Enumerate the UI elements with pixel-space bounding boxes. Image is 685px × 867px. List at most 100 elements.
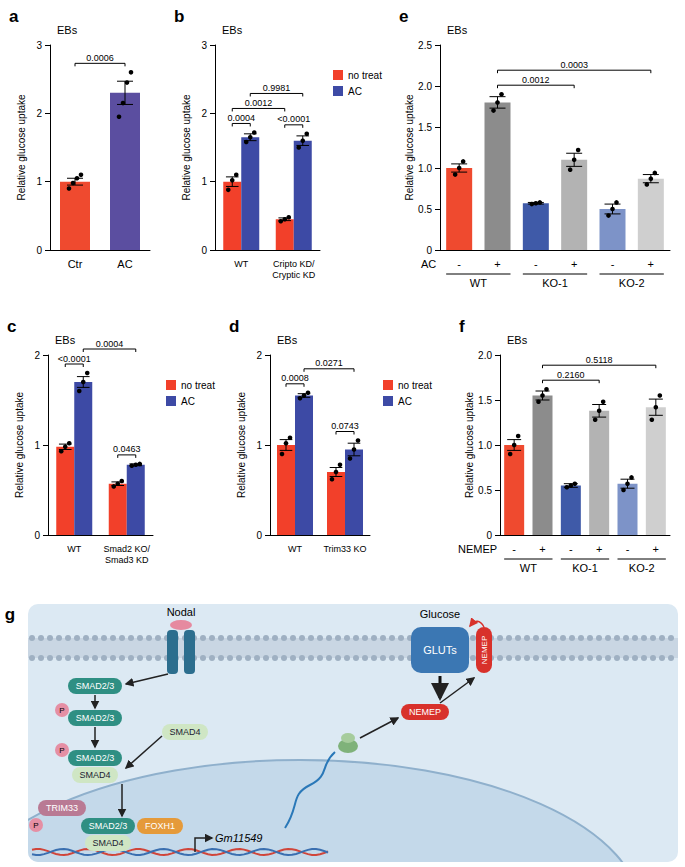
svg-text:1: 1 — [256, 440, 262, 451]
svg-text:Relative glucose uptake: Relative glucose uptake — [14, 391, 25, 498]
svg-text:0.0012: 0.0012 — [245, 98, 273, 108]
svg-text:+: + — [571, 258, 577, 270]
svg-text:EBs: EBs — [222, 24, 243, 36]
svg-text:SMAD2/3: SMAD2/3 — [76, 681, 115, 691]
svg-text:0.0004: 0.0004 — [96, 339, 124, 349]
svg-text:+: + — [539, 543, 545, 555]
svg-text:Relative glucose uptake: Relative glucose uptake — [16, 94, 27, 201]
svg-text:Relative glucose uptake: Relative glucose uptake — [464, 391, 475, 498]
svg-text:2: 2 — [201, 108, 207, 119]
svg-text:EBs: EBs — [447, 24, 468, 36]
svg-text:Gm11549: Gm11549 — [215, 832, 263, 844]
svg-text:Cryptic KD: Cryptic KD — [272, 270, 316, 280]
svg-text:+: + — [653, 543, 659, 555]
svg-text:EBs: EBs — [55, 334, 76, 346]
svg-text:<0.0001: <0.0001 — [277, 114, 310, 124]
svg-text:WT: WT — [234, 259, 248, 269]
svg-text:a: a — [9, 7, 19, 26]
svg-text:0.5: 0.5 — [478, 485, 492, 496]
svg-text:Smad3 KD: Smad3 KD — [105, 555, 149, 565]
svg-text:0: 0 — [34, 530, 40, 541]
svg-text:EBs: EBs — [57, 24, 78, 36]
svg-text:+: + — [596, 543, 602, 555]
svg-text:0: 0 — [486, 530, 492, 541]
svg-text:Smad2 KO/: Smad2 KO/ — [103, 544, 150, 554]
svg-text:0: 0 — [426, 245, 432, 256]
svg-text:1.0: 1.0 — [418, 163, 432, 174]
svg-text:3: 3 — [201, 40, 207, 51]
svg-text:d: d — [229, 317, 239, 336]
svg-text:WT: WT — [288, 544, 302, 554]
svg-text:3: 3 — [36, 40, 42, 51]
svg-text:Cripto KD/: Cripto KD/ — [273, 259, 315, 269]
svg-text:0.0743: 0.0743 — [331, 421, 359, 431]
svg-text:Glucose: Glucose — [420, 608, 460, 620]
svg-text:Relative glucose uptake: Relative glucose uptake — [236, 391, 247, 498]
svg-text:0: 0 — [256, 530, 262, 541]
svg-text:0.9981: 0.9981 — [263, 83, 291, 93]
svg-text:0.2160: 0.2160 — [557, 370, 585, 380]
svg-text:1.5: 1.5 — [418, 122, 432, 133]
svg-text:KO-1: KO-1 — [572, 562, 598, 574]
svg-text:2.0: 2.0 — [418, 81, 432, 92]
svg-text:Relative glucose uptake: Relative glucose uptake — [181, 94, 192, 201]
svg-text:-: - — [457, 258, 461, 270]
svg-text:-: - — [534, 258, 538, 270]
svg-text:0.0008: 0.0008 — [281, 373, 309, 383]
svg-text:SMAD2/3: SMAD2/3 — [76, 753, 115, 763]
svg-text:KO-2: KO-2 — [629, 562, 655, 574]
svg-text:-: - — [611, 258, 615, 270]
svg-text:P: P — [33, 821, 38, 830]
svg-text:SMAD4: SMAD4 — [92, 838, 123, 848]
svg-text:AC: AC — [398, 396, 412, 407]
svg-text:1: 1 — [34, 440, 40, 451]
svg-text:EBs: EBs — [507, 334, 528, 346]
svg-text:Relative glucose uptake: Relative glucose uptake — [404, 94, 415, 201]
svg-text:1.0: 1.0 — [478, 440, 492, 451]
svg-text:e: e — [399, 7, 408, 26]
svg-text:f: f — [459, 317, 465, 336]
svg-text:Trim33 KO: Trim33 KO — [323, 544, 366, 554]
svg-text:WT: WT — [520, 562, 537, 574]
svg-text:2: 2 — [34, 350, 40, 361]
svg-text:TRIM33: TRIM33 — [46, 803, 78, 813]
svg-text:0.0004: 0.0004 — [227, 113, 255, 123]
svg-text:Ctr: Ctr — [68, 258, 83, 270]
svg-text:+: + — [494, 258, 500, 270]
svg-text:0.0271: 0.0271 — [315, 358, 343, 368]
svg-text:-: - — [626, 543, 630, 555]
svg-text:P: P — [59, 706, 64, 715]
svg-text:SMAD2/3: SMAD2/3 — [89, 821, 128, 831]
svg-text:2.0: 2.0 — [478, 350, 492, 361]
svg-text:1: 1 — [201, 176, 207, 187]
svg-text:0.5118: 0.5118 — [586, 355, 613, 365]
svg-text:no treat: no treat — [348, 70, 382, 81]
svg-text:0.0463: 0.0463 — [113, 444, 141, 454]
svg-text:EBs: EBs — [277, 334, 298, 346]
svg-text:0.0003: 0.0003 — [560, 60, 588, 70]
svg-text:-: - — [512, 543, 516, 555]
svg-text:AC: AC — [117, 258, 132, 270]
svg-text:NEMEP: NEMEP — [409, 707, 441, 717]
svg-text:SMAD4: SMAD4 — [169, 727, 200, 737]
svg-text:0: 0 — [36, 245, 42, 256]
svg-text:GLUTs: GLUTs — [423, 644, 457, 656]
svg-text:KO-1: KO-1 — [542, 277, 568, 289]
svg-text:SMAD2/3: SMAD2/3 — [76, 713, 115, 723]
svg-text:Nodal: Nodal — [167, 606, 196, 618]
svg-text:2: 2 — [256, 350, 262, 361]
svg-text:FOXH1: FOXH1 — [145, 821, 175, 831]
svg-text:AC: AC — [181, 396, 195, 407]
svg-text:NEMEP: NEMEP — [480, 636, 489, 664]
svg-text:1: 1 — [36, 176, 42, 187]
svg-text:2.5: 2.5 — [418, 40, 432, 51]
svg-text:<0.0001: <0.0001 — [58, 354, 91, 364]
svg-text:0.0012: 0.0012 — [522, 75, 550, 85]
svg-text:0.0006: 0.0006 — [86, 53, 114, 63]
svg-text:no treat: no treat — [181, 380, 215, 391]
svg-text:KO-2: KO-2 — [619, 277, 645, 289]
svg-text:AC: AC — [421, 258, 436, 270]
svg-text:2: 2 — [36, 108, 42, 119]
svg-text:b: b — [174, 7, 184, 26]
svg-text:P: P — [59, 746, 64, 755]
